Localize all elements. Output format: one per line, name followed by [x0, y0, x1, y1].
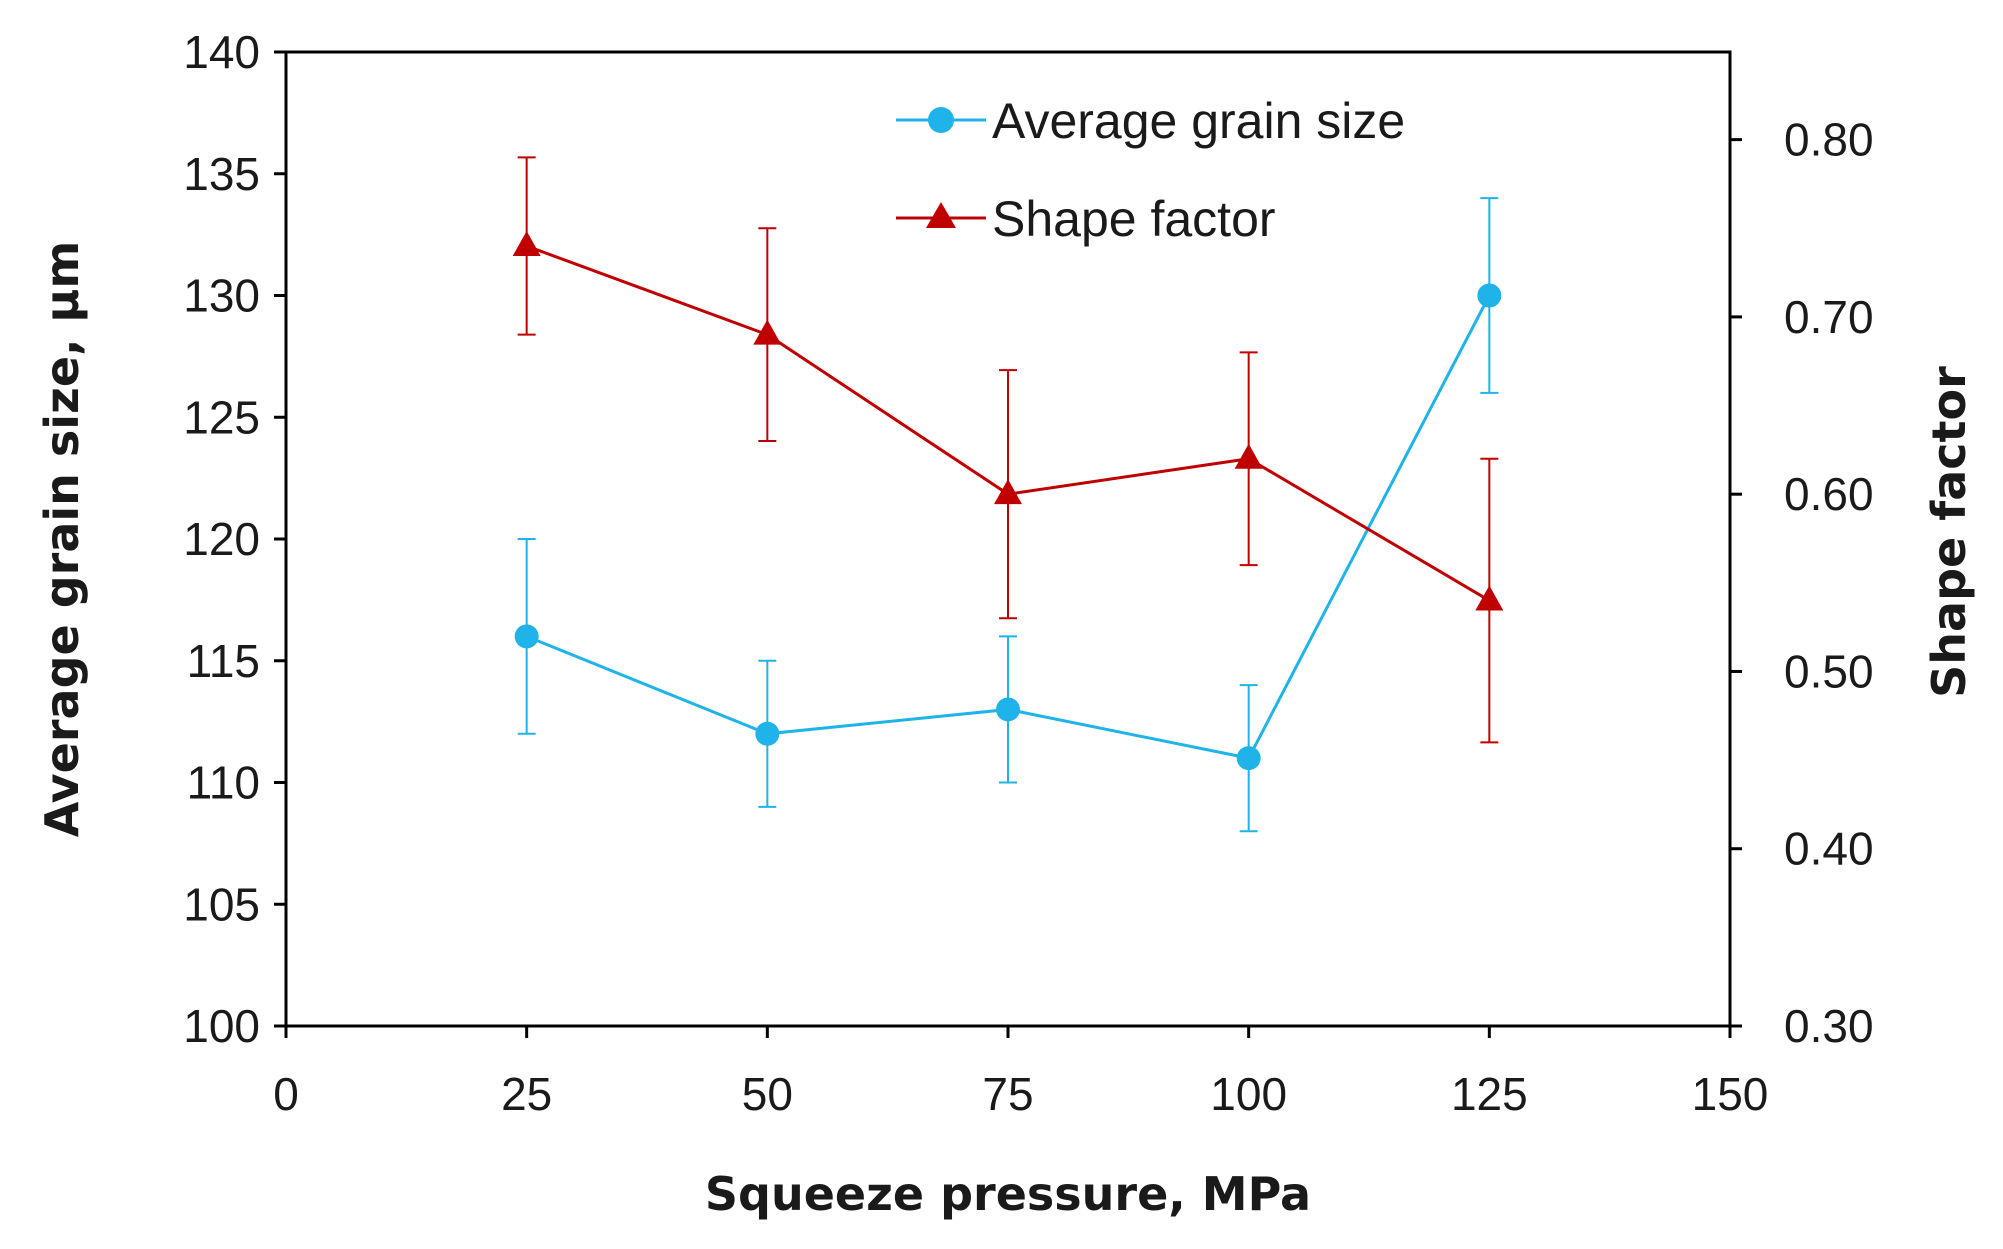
- y-left-tick-label-140: 140: [183, 26, 260, 78]
- y-axis-right-title: Shape factor: [1922, 366, 1976, 698]
- y-right-tick-label-0.60: 0.60: [1784, 468, 1874, 520]
- legend-shape-factor-label: Shape factor: [992, 191, 1276, 247]
- x-tick-label-100: 100: [1210, 1068, 1287, 1120]
- average-grain-size-point-3: [1236, 746, 1261, 771]
- y-left-tick-label-130: 130: [183, 270, 260, 322]
- y-left-tick-label-125: 125: [183, 391, 260, 443]
- x-tick-label-125: 125: [1451, 1068, 1528, 1120]
- y-right-tick-label-0.70: 0.70: [1784, 291, 1874, 343]
- legend-item-shape-factor: Shape factor: [896, 191, 1276, 247]
- x-axis-title: Squeeze pressure, MPa: [705, 1167, 1311, 1221]
- y-right-tick-label-0.30: 0.30: [1784, 1000, 1874, 1052]
- shape-factor-point-1: [753, 319, 782, 345]
- average-grain-size-point-2: [996, 697, 1020, 722]
- legend-grain-size-marker: [928, 107, 954, 133]
- y-left-tick-label-110: 110: [187, 757, 260, 809]
- x-tick-label-25: 25: [501, 1068, 552, 1120]
- shape-factor-point-0: [512, 231, 541, 256]
- legend-grain-size-label: Average grain size: [992, 93, 1405, 149]
- y-left-tick-label-120: 120: [183, 513, 260, 565]
- shape-factor-point-2: [994, 479, 1022, 505]
- x-tick-label-50: 50: [742, 1068, 793, 1120]
- shape-factor-point-3: [1234, 443, 1263, 469]
- y-left-tick-label-105: 105: [183, 878, 260, 930]
- legend-item-grain-size: Average grain size: [896, 93, 1405, 149]
- average-grain-size-point-0: [514, 624, 539, 649]
- shape-factor-point-4: [1475, 585, 1504, 611]
- y-axis-left: 100 105 110 115 120 125 130 135 140: [183, 26, 286, 1052]
- legend-shape-factor-marker: [926, 202, 956, 228]
- y-axis-left-title: Average grain size, µm: [35, 241, 89, 838]
- series-average-grain-size: [514, 197, 1502, 833]
- y-right-tick-label-0.40: 0.40: [1784, 823, 1874, 875]
- series-shape-factor: [512, 156, 1504, 744]
- x-tick-label-150: 150: [1692, 1068, 1769, 1120]
- y-left-tick-label-100: 100: [183, 1000, 260, 1052]
- series-layer: [512, 156, 1504, 833]
- x-axis: 0 25 50 75 100 125 150: [273, 1026, 1768, 1120]
- x-tick-label-0: 0: [273, 1068, 299, 1120]
- legend: Average grain size Shape factor: [896, 93, 1405, 247]
- y-axis-right: 0.30 0.40 0.50 0.60 0.70 0.80: [1730, 114, 1874, 1052]
- y-left-tick-label-115: 115: [187, 635, 260, 687]
- x-tick-label-75: 75: [982, 1068, 1033, 1120]
- y-left-tick-label-135: 135: [183, 148, 260, 200]
- average-grain-size-point-1: [755, 721, 780, 746]
- y-right-tick-label-0.50: 0.50: [1784, 645, 1874, 697]
- average-grain-size-point-4: [1477, 283, 1502, 308]
- y-right-tick-label-0.80: 0.80: [1784, 114, 1874, 166]
